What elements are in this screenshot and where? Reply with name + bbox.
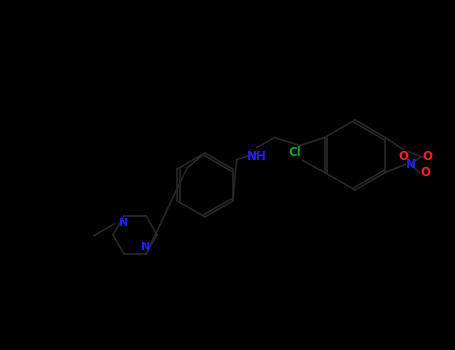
- Text: N: N: [406, 158, 416, 171]
- Text: N: N: [119, 218, 129, 228]
- Text: O: O: [420, 166, 430, 179]
- Text: NH: NH: [247, 149, 267, 162]
- Text: O: O: [422, 150, 432, 163]
- Text: Cl: Cl: [288, 147, 301, 160]
- Text: O: O: [398, 150, 408, 163]
- Text: N: N: [142, 242, 151, 252]
